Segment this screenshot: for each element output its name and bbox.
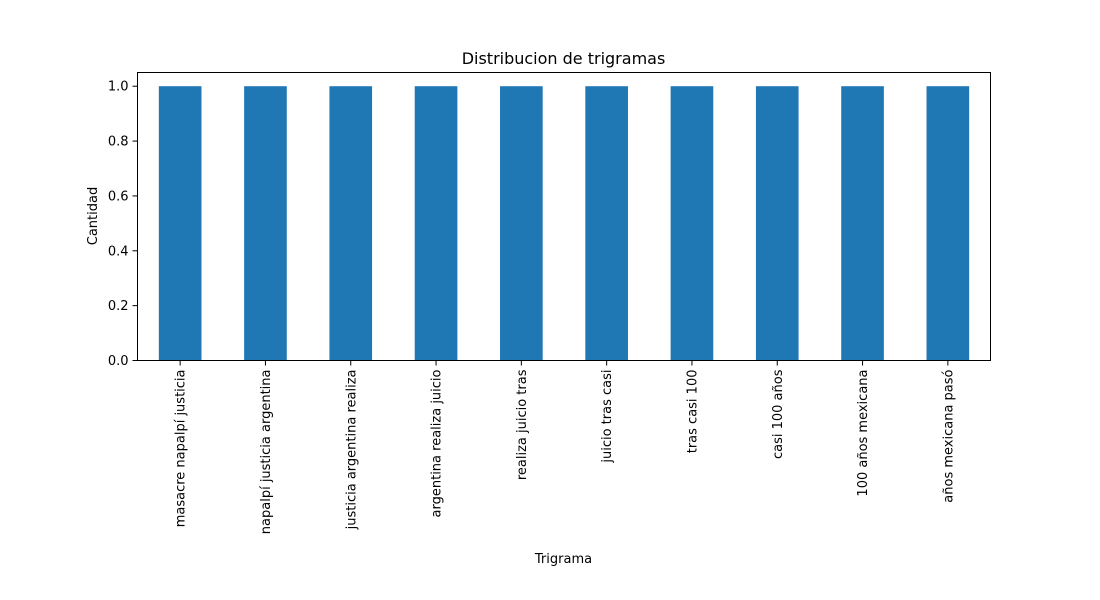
y-axis-ticks: 0.0 0.2 0.4 0.6 0.8 1.0 xyxy=(108,80,138,369)
x-tick-label: juicio tras casi xyxy=(600,370,615,464)
bar xyxy=(926,86,970,361)
x-tick-label: argentina realiza juicio xyxy=(430,369,445,517)
bar xyxy=(670,86,714,361)
bar xyxy=(755,86,799,361)
x-tick-label: realiza juicio tras xyxy=(515,369,530,480)
x-axis-label: Trigrama xyxy=(534,552,592,567)
x-tick-label: justicia argentina realiza xyxy=(344,370,359,531)
y-tick-label: 0.6 xyxy=(108,189,129,204)
x-tick-label: años mexicana pasó xyxy=(941,369,956,502)
bar xyxy=(414,86,458,361)
bar xyxy=(329,86,373,361)
y-tick-label: 0.8 xyxy=(108,135,129,150)
y-tick-label: 0.2 xyxy=(108,299,129,314)
y-axis-label: Cantidad xyxy=(86,187,101,245)
bars xyxy=(158,86,970,361)
x-tick-label: napalpí justicia argentina xyxy=(259,370,274,535)
bar xyxy=(585,86,628,361)
x-tick-label: casi 100 años xyxy=(771,369,786,459)
y-tick-label: 1.0 xyxy=(108,80,129,95)
chart-title: Distribucion de trigramas xyxy=(462,49,666,68)
y-tick-label: 0.4 xyxy=(108,244,129,259)
x-tick-label: masacre napalpí justicia xyxy=(174,370,189,528)
bar xyxy=(244,86,287,361)
bar xyxy=(500,86,543,361)
x-tick-label: 100 años mexicana xyxy=(856,370,871,497)
bar xyxy=(158,86,202,361)
x-tick-label: tras casi 100 xyxy=(685,370,700,454)
plot-frame xyxy=(137,72,991,361)
x-axis-ticks: masacre napalpí justicia napalpí justicia… xyxy=(174,360,956,535)
y-tick-label: 0.0 xyxy=(108,354,129,369)
bar xyxy=(841,86,884,361)
